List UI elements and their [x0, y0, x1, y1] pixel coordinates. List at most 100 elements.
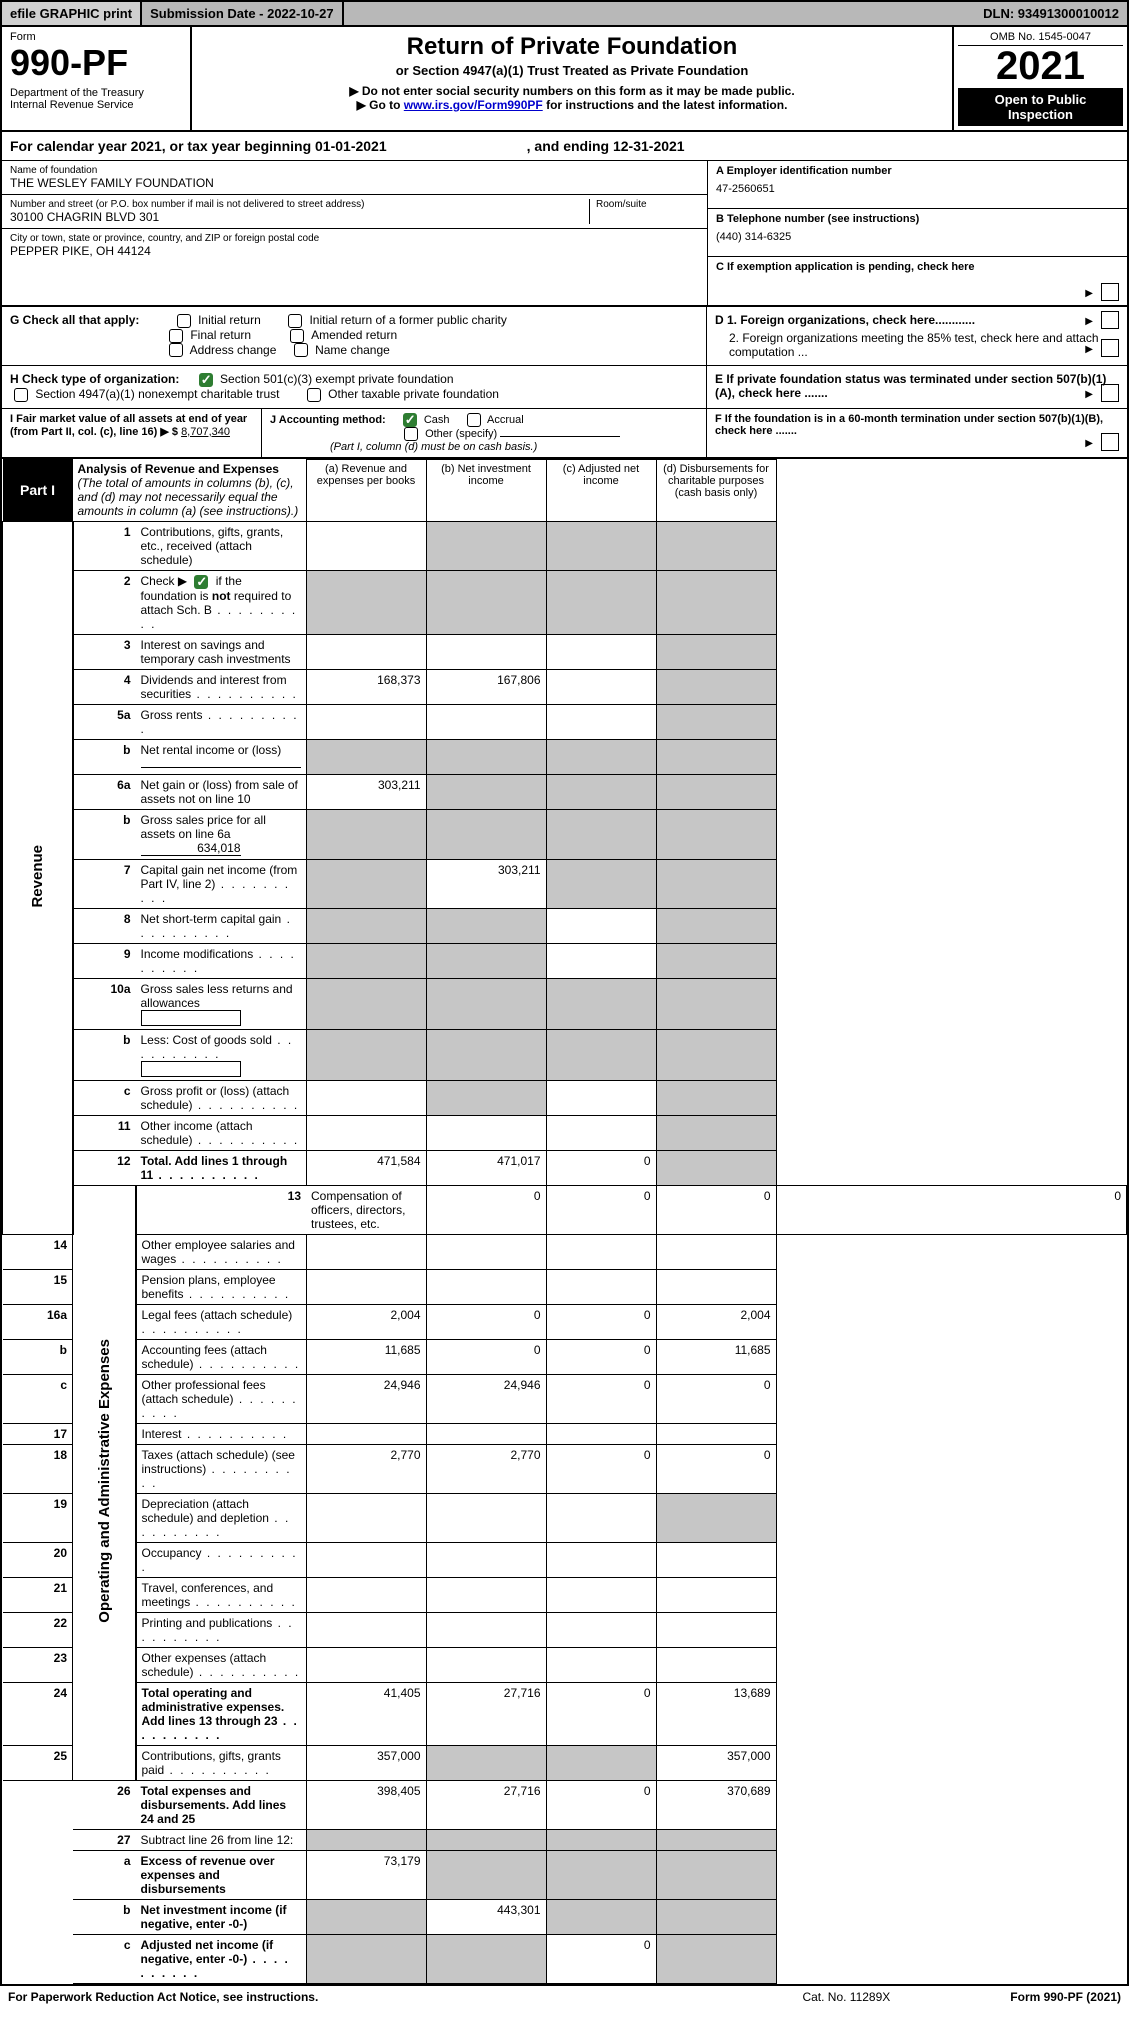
l24-b: 27,716: [426, 1682, 546, 1745]
cat-no: Cat. No. 11289X: [802, 1990, 890, 2004]
line-10c: Gross profit or (loss) (attach schedule): [136, 1080, 307, 1115]
h-opt-4947: Section 4947(a)(1) nonexempt charitable …: [35, 387, 279, 401]
arrow-icon: [1081, 437, 1093, 449]
top-bar: efile GRAPHIC print Submission Date - 20…: [2, 2, 1127, 27]
g-final-cb[interactable]: [169, 329, 183, 343]
form-header: Form 990-PF Department of the Treasury I…: [2, 27, 1127, 132]
submission-date: Submission Date - 2022-10-27: [142, 2, 344, 25]
j-cash-cb[interactable]: [403, 413, 417, 427]
l6a-a: 303,211: [306, 774, 426, 809]
efile-label: efile GRAPHIC print: [2, 2, 142, 25]
j-other-cb[interactable]: [404, 427, 418, 441]
line-15: Pension plans, employee benefits: [136, 1269, 307, 1304]
l26-b: 27,716: [426, 1780, 546, 1829]
l16a-d: 2,004: [656, 1304, 776, 1339]
g-initial-former-cb[interactable]: [288, 314, 302, 328]
l16a-b: 0: [426, 1304, 546, 1339]
arrow-icon: [1081, 313, 1093, 327]
line-10b: Less: Cost of goods sold: [136, 1029, 307, 1080]
d1-checkbox[interactable]: [1101, 311, 1119, 329]
line-26: Total expenses and disbursements. Add li…: [136, 1780, 307, 1829]
l27a-a: 73,179: [306, 1850, 426, 1899]
l24-d: 13,689: [656, 1682, 776, 1745]
line-16c: Other professional fees (attach schedule…: [136, 1374, 307, 1423]
line-5b: Net rental income or (loss): [136, 739, 307, 774]
h-4947-cb[interactable]: [14, 388, 28, 402]
h-label: H Check type of organization:: [10, 372, 179, 386]
part1-label: Part I: [3, 459, 73, 522]
l6b-val: 634,018: [141, 841, 241, 856]
j-accrual: Accrual: [487, 414, 524, 426]
line-13: Compensation of officers, directors, tru…: [306, 1185, 426, 1234]
l18-d: 0: [656, 1444, 776, 1493]
line-1: Contributions, gifts, grants, etc., rece…: [136, 522, 307, 571]
form990pf-link[interactable]: www.irs.gov/Form990PF: [404, 98, 543, 112]
expenses-side: Operating and Administrative Expenses: [73, 1185, 136, 1780]
l2-checkbox[interactable]: [194, 575, 208, 589]
line-27b: Net investment income (if negative, ente…: [136, 1899, 307, 1934]
l16c-a: 24,946: [306, 1374, 426, 1423]
part1-note: (The total of amounts in columns (b), (c…: [78, 476, 299, 518]
line-7: Capital gain net income (from Part IV, l…: [136, 859, 307, 908]
g-d-row: G Check all that apply: Initial return I…: [2, 307, 1127, 366]
l12-a: 471,584: [306, 1150, 426, 1185]
ein-value: 47-2560651: [716, 183, 1119, 195]
g-opt-address: Address change: [190, 343, 277, 357]
j-note: (Part I, column (d) must be on cash basi…: [330, 441, 537, 453]
line-25: Contributions, gifts, grants paid: [136, 1745, 307, 1780]
e-block: E If private foundation status was termi…: [707, 366, 1127, 408]
f-block: F If the foundation is in a 60-month ter…: [707, 409, 1127, 457]
header-mid: Return of Private Foundation or Section …: [192, 27, 952, 130]
name-cell: Name of foundation THE WESLEY FAMILY FOU…: [2, 161, 707, 195]
j-cash: Cash: [424, 414, 450, 426]
g-amended-cb[interactable]: [290, 329, 304, 343]
l12-c: 0: [546, 1150, 656, 1185]
l27b-b: 443,301: [426, 1899, 546, 1934]
g-initial-return-cb[interactable]: [177, 314, 191, 328]
note-ssn: ▶ Do not enter social security numbers o…: [202, 84, 942, 98]
ein-label: A Employer identification number: [716, 165, 892, 177]
l25-d: 357,000: [656, 1745, 776, 1780]
line-2: Check ▶ if the foundation is not require…: [136, 571, 307, 635]
f-checkbox[interactable]: [1101, 433, 1119, 451]
h-opt-501c3: Section 501(c)(3) exempt private foundat…: [220, 372, 453, 386]
note-goto: ▶ Go to www.irs.gov/Form990PF for instru…: [202, 98, 942, 112]
g-name-cb[interactable]: [294, 343, 308, 357]
revenue-side: Revenue: [3, 522, 73, 1235]
g-address-cb[interactable]: [169, 343, 183, 357]
line-11: Other income (attach schedule): [136, 1115, 307, 1150]
col-a-hdr: (a) Revenue and expenses per books: [306, 459, 426, 522]
g-opt-former: Initial return of a former public charit…: [309, 313, 506, 327]
l26-c: 0: [546, 1780, 656, 1829]
c-checkbox[interactable]: [1101, 283, 1119, 301]
open-public-badge: Open to Public Inspection: [958, 88, 1123, 126]
g-block: G Check all that apply: Initial return I…: [2, 307, 707, 365]
l18-c: 0: [546, 1444, 656, 1493]
line-17: Interest: [136, 1423, 307, 1444]
line-24: Total operating and administrative expen…: [136, 1682, 307, 1745]
room-label: Room/suite: [596, 199, 699, 210]
d2-checkbox[interactable]: [1101, 339, 1119, 357]
city-label: City or town, state or province, country…: [10, 233, 699, 244]
l26-a: 398,405: [306, 1780, 426, 1829]
j-block: J Accounting method: Cash Accrual Other …: [262, 409, 707, 457]
e-checkbox[interactable]: [1101, 384, 1119, 402]
h-other-cb[interactable]: [307, 388, 321, 402]
cal-year-end: , and ending 12-31-2021: [527, 138, 685, 154]
cal-year-begin: For calendar year 2021, or tax year begi…: [10, 138, 387, 154]
note-goto-pre: ▶ Go to: [357, 98, 404, 112]
line-6b: Gross sales price for all assets on line…: [136, 809, 307, 859]
phone-label: B Telephone number (see instructions): [716, 213, 919, 225]
part1-title: Analysis of Revenue and Expenses: [78, 462, 279, 476]
part1-table: Part I Analysis of Revenue and Expenses …: [2, 459, 1127, 1984]
phone-cell: B Telephone number (see instructions) (4…: [708, 209, 1127, 257]
city-cell: City or town, state or province, country…: [2, 229, 707, 262]
part1-title-cell: Analysis of Revenue and Expenses (The to…: [73, 459, 307, 522]
line-10a: Gross sales less returns and allowances: [136, 978, 307, 1029]
j-accrual-cb[interactable]: [467, 413, 481, 427]
line-27c: Adjusted net income (if negative, enter …: [136, 1934, 307, 1983]
h-501c3-cb[interactable]: [199, 373, 213, 387]
form-990pf: efile GRAPHIC print Submission Date - 20…: [0, 0, 1129, 1986]
i-block: I Fair market value of all assets at end…: [2, 409, 262, 457]
l13-d: 0: [776, 1185, 1127, 1234]
